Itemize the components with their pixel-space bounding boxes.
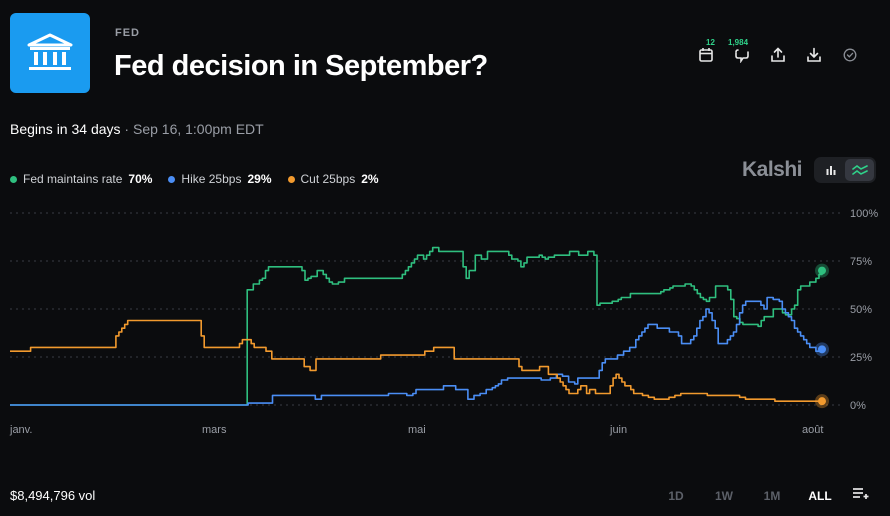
comments-badge: 1,984	[728, 38, 749, 47]
share-button[interactable]	[760, 40, 796, 70]
y-tick-label: 0%	[850, 400, 866, 412]
chart-options-button[interactable]	[852, 486, 870, 505]
y-tick-label: 75%	[850, 256, 872, 268]
line-view-button[interactable]	[845, 159, 874, 181]
series-line	[10, 296, 823, 406]
brand-logo: Kalshi	[742, 158, 803, 181]
range-1w[interactable]: 1W	[715, 488, 733, 503]
legend-pct: 70%	[128, 172, 153, 186]
legend-dot	[10, 175, 17, 183]
bar-view-button[interactable]	[816, 159, 845, 181]
legend-pct: 29%	[247, 172, 272, 186]
series-end-point[interactable]	[818, 397, 826, 406]
download-button[interactable]	[796, 40, 832, 70]
schedule-separator: ·	[120, 121, 133, 137]
series-end-point[interactable]	[818, 266, 826, 275]
price-history-chart[interactable]: 100% 75% 50% 25% 0% janv. mars mai juin août	[0, 196, 890, 441]
begins-text: Begins in 34 days	[10, 121, 121, 137]
legend-pct: 2%	[361, 172, 379, 186]
comments-button[interactable]: 1,984	[724, 38, 760, 70]
time-range-selector: 1D 1W 1M ALL	[652, 486, 870, 505]
legend-label: Cut 25bps	[300, 172, 356, 186]
range-1d[interactable]: 1D	[668, 488, 684, 503]
chart-legend: Fed maintains rate 70% Hike 25bps 29% Cu…	[10, 172, 379, 186]
check-circle-icon	[843, 48, 857, 62]
series-line	[10, 319, 822, 402]
bar-chart-icon	[826, 166, 835, 175]
chart-type-toggle	[814, 157, 876, 183]
legend-item-maintain[interactable]: Fed maintains rate 70%	[10, 172, 152, 186]
range-all[interactable]: ALL	[808, 488, 832, 503]
y-tick-label: 25%	[850, 352, 872, 364]
market-title: Fed decision in September?	[114, 50, 488, 82]
y-tick-label: 100%	[850, 208, 878, 220]
x-tick-label: juin	[609, 424, 627, 436]
line-chart-icon	[851, 165, 868, 175]
bank-building-icon	[27, 33, 73, 70]
series-end-point[interactable]	[818, 345, 826, 354]
calendar-badge: 12	[706, 38, 715, 47]
x-tick-label: août	[802, 424, 823, 436]
legend-dot	[168, 175, 176, 183]
market-schedule: Begins in 34 days · Sep 16, 1:00pm EDT	[10, 121, 264, 137]
header-actions: 12 1,984	[688, 38, 868, 70]
range-1m[interactable]: 1M	[763, 488, 781, 503]
calendar-icon	[699, 48, 713, 62]
check-button[interactable]	[832, 40, 868, 70]
list-add-icon	[853, 488, 869, 499]
market-volume: $8,494,796 vol	[10, 488, 96, 503]
legend-item-hike[interactable]: Hike 25bps 29%	[168, 172, 272, 186]
comment-icon	[735, 49, 749, 63]
download-icon	[807, 47, 821, 62]
legend-label: Hike 25bps	[181, 172, 242, 186]
x-tick-label: janv.	[9, 424, 32, 436]
legend-label: Fed maintains rate	[23, 172, 123, 186]
share-icon	[771, 47, 785, 62]
market-logo	[10, 13, 90, 93]
y-tick-label: 50%	[850, 304, 872, 316]
legend-dot	[287, 175, 295, 183]
x-tick-label: mai	[408, 424, 426, 436]
x-tick-label: mars	[202, 424, 227, 436]
begins-datetime: Sep 16, 1:00pm EDT	[132, 121, 264, 137]
market-category[interactable]: FED	[115, 27, 140, 39]
calendar-button[interactable]: 12	[688, 38, 724, 70]
legend-item-cut[interactable]: Cut 25bps 2%	[287, 172, 379, 186]
